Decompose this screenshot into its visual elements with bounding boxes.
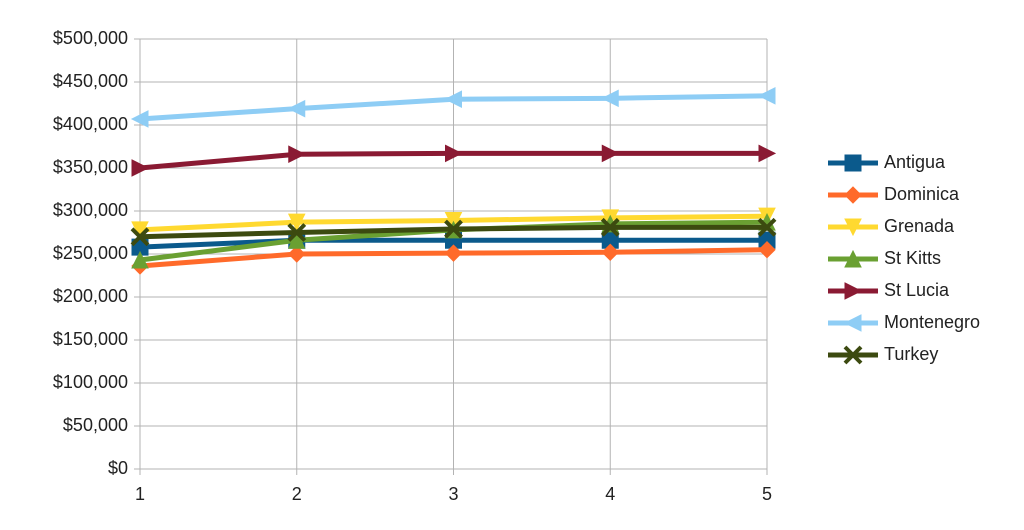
y-tick-label: $400,000 [53, 114, 128, 134]
marker [131, 250, 149, 269]
x-tick-label: 4 [605, 484, 615, 504]
marker [131, 159, 150, 177]
legend-label: Antigua [884, 152, 946, 172]
marker [131, 221, 149, 240]
marker [757, 86, 776, 105]
marker [444, 90, 462, 109]
y-tick-label: $50,000 [63, 415, 128, 435]
marker [287, 99, 306, 118]
y-tick-label: $350,000 [53, 157, 128, 177]
x-tick-label: 5 [762, 484, 772, 504]
marker [444, 211, 463, 230]
marker [130, 227, 150, 247]
marker [844, 186, 862, 204]
marker [844, 218, 862, 237]
y-tick-label: $200,000 [53, 286, 128, 306]
x-tick-label: 1 [135, 484, 145, 504]
marker [287, 213, 306, 232]
marker [288, 245, 306, 263]
x-tick-label: 2 [292, 484, 302, 504]
legend-label: St Lucia [884, 280, 950, 300]
marker [287, 231, 306, 249]
marker [445, 144, 463, 163]
legend: Antigua Dominica Grenada St Kitts St Lucia Mo… [828, 152, 980, 365]
y-tick-label: $100,000 [53, 372, 128, 392]
marker [444, 244, 463, 262]
marker [844, 282, 863, 300]
y-tick-label: $150,000 [53, 329, 128, 349]
y-tick-label: $500,000 [53, 28, 128, 48]
marker [757, 217, 777, 237]
marker [601, 89, 619, 108]
marker [844, 154, 862, 172]
legend-label: Turkey [884, 344, 938, 364]
y-tick-label: $0 [108, 458, 128, 478]
y-tick-label: $300,000 [53, 200, 128, 220]
marker [444, 219, 463, 239]
marker [130, 110, 149, 128]
marker [601, 243, 619, 261]
marker [844, 249, 862, 268]
legend-label: Grenada [884, 216, 955, 236]
x-tick-label: 3 [448, 484, 458, 504]
marker [843, 345, 863, 365]
legend-label: Montenegro [884, 312, 980, 332]
legend-label: Dominica [884, 184, 960, 204]
marker [601, 144, 620, 163]
y-tick-label: $450,000 [53, 71, 128, 91]
marker [288, 145, 306, 164]
legend-label: St Kitts [884, 248, 941, 268]
marker [758, 240, 776, 259]
marker [287, 223, 307, 242]
marker [758, 144, 777, 163]
marker [843, 314, 862, 332]
y-tick-label: $250,000 [53, 243, 128, 263]
marker [600, 217, 620, 237]
